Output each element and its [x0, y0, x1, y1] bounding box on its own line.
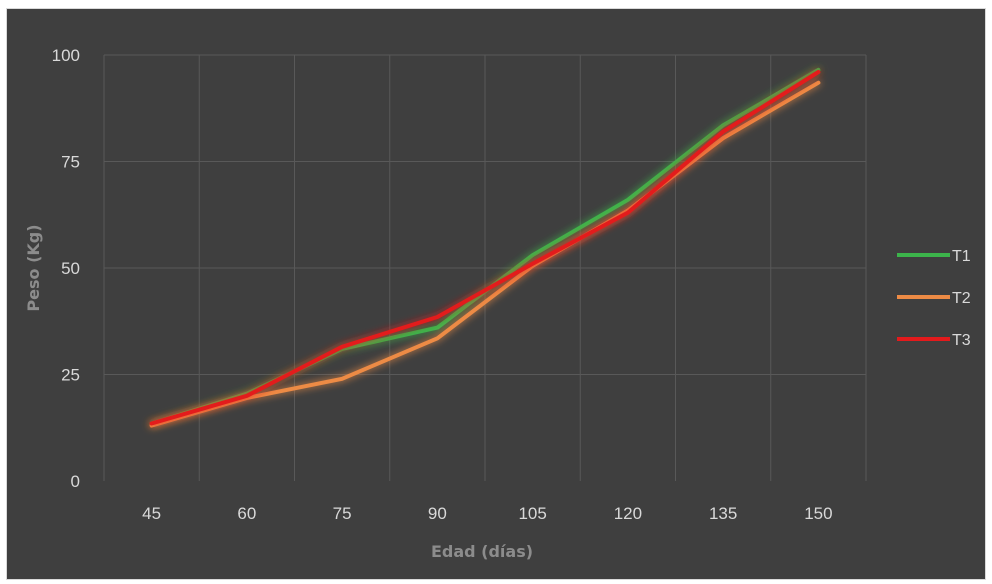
y-tick-label: 50 — [61, 259, 80, 278]
y-tick-label: 25 — [61, 366, 80, 385]
legend-label-t3: T3 — [952, 332, 971, 349]
x-tick-label: 60 — [237, 504, 256, 523]
y-axis-title: Peso (Kg) — [24, 224, 43, 311]
x-tick-label: 150 — [804, 504, 832, 523]
x-tick-label: 135 — [709, 504, 737, 523]
x-axis-title: Edad (días) — [431, 542, 533, 561]
x-tick-label: 45 — [142, 504, 161, 523]
gridlines — [103, 54, 867, 481]
x-tick-label: 75 — [333, 504, 352, 523]
x-axis-ticks: 45 60 75 90 105 120 135 150 — [142, 504, 832, 523]
legend: T1 T2 T3 — [897, 248, 971, 349]
legend-label-t2: T2 — [952, 290, 971, 307]
series-lines — [149, 67, 821, 428]
x-tick-label: 105 — [518, 504, 546, 523]
series-line-t3 — [149, 70, 821, 426]
x-tick-label: 90 — [428, 504, 447, 523]
y-tick-label: 0 — [71, 472, 80, 491]
legend-label-t1: T1 — [952, 248, 971, 265]
x-tick-label: 120 — [614, 504, 642, 523]
y-tick-label: 100 — [52, 46, 80, 65]
y-tick-label: 75 — [61, 153, 80, 172]
y-axis-ticks: 0 25 50 75 100 — [52, 46, 80, 491]
series-line-t2 — [149, 80, 821, 428]
